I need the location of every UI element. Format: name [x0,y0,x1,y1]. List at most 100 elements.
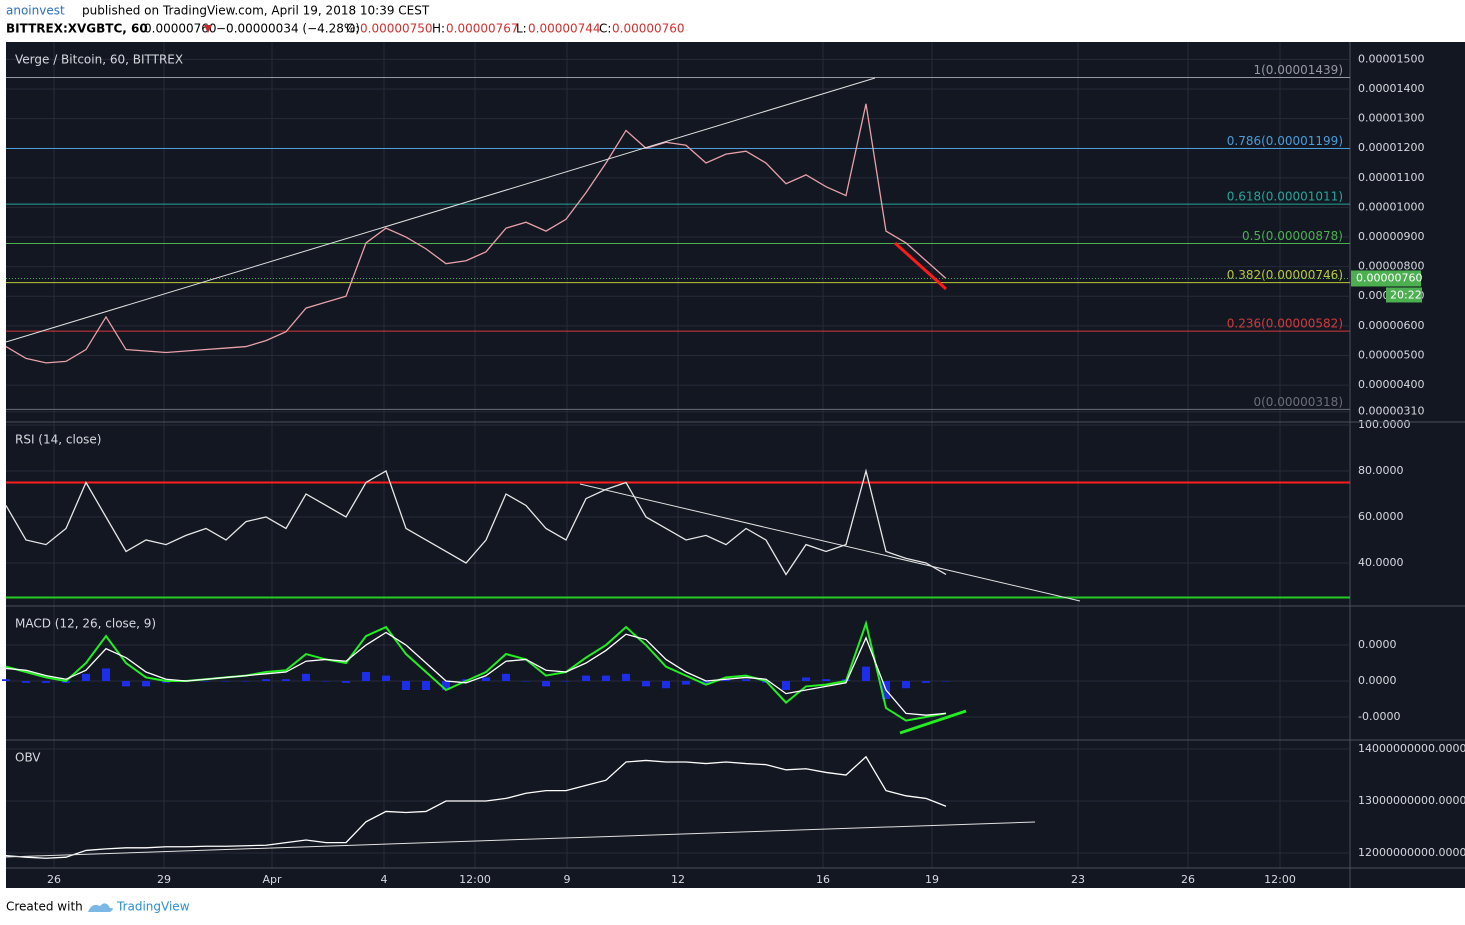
series-line [5,755,947,859]
y-tick-label: 0.00000500 [1358,348,1424,361]
histogram-bar [302,673,310,682]
histogram-bar [102,668,110,682]
open: 0.00000750 [360,22,433,36]
histogram-bar [282,679,290,682]
footer: Created with TradingView [6,900,190,914]
histogram-bar [942,681,950,682]
symbol: BITTREX:XVGBTC, 60 [6,22,148,36]
y-tick-label: 100.0000 [1358,418,1411,431]
histogram-bar [482,677,490,682]
pane-title: OBV [15,751,41,765]
y-tick-label: 0.00000600 [1358,319,1424,332]
histogram-bar [602,675,610,682]
published: published on TradingView.com, April 19, … [82,4,430,18]
histogram-bar [502,673,510,682]
y-tick-label: 40.0000 [1358,556,1404,569]
level-label: 0.786(0.00001199) [1227,134,1343,148]
y-tick-label: -0.0000 [1358,710,1400,723]
y-tick-label: 0.00001000 [1358,200,1424,213]
last: 0.00000760 [144,22,217,36]
histogram-bar [2,679,10,682]
pane-title: RSI (14, close) [15,433,101,447]
level-label: 1(0.00001439) [1253,63,1343,77]
y-tick-label: 0.00001300 [1358,112,1424,125]
series-line [5,468,947,576]
pane-title: MACD (12, 26, close, 9) [15,617,156,631]
histogram-bar [222,681,230,682]
y-tick-label: 13000000000.0000 [1358,794,1465,807]
histogram-bar [922,681,930,683]
histogram-bar [242,681,250,682]
histogram-bar [362,672,370,682]
histogram-bar [622,673,630,682]
y-tick-label: 0.0000 [1358,638,1397,651]
level-label: 0.618(0.00001011) [1227,190,1343,204]
y-tick-label: 0.00001500 [1358,52,1424,65]
histogram-bar [422,681,430,691]
histogram-bar [22,681,30,683]
logo [88,903,113,912]
author[interactable]: anoinvest [6,4,65,18]
histogram-bar [122,681,130,687]
histogram-bar [342,681,350,683]
level-label: 0.5(0.00000878) [1242,229,1343,243]
high: 0.00000767 [446,22,519,36]
y-tick-label: 0.0000 [1358,674,1397,687]
level-label: 0.236(0.00000582) [1227,317,1343,331]
header: anoinvest published on TradingView.com, … [6,4,685,36]
close: 0.00000760 [612,22,685,36]
histogram-bar [42,681,50,683]
histogram-bar [522,681,530,682]
histogram-bar [822,679,830,682]
y-tick-label: 0.00001400 [1358,82,1424,95]
histogram-bar [702,681,710,685]
brand[interactable]: TradingView [116,900,190,914]
trend-line [579,483,1081,602]
x-tick-label: 26 [1181,873,1195,886]
y-tick-label: 0.00000400 [1358,378,1424,391]
histogram-bar [262,679,270,682]
histogram-bar [902,681,910,689]
change: −0.00000034 (−4.28%) [216,22,360,36]
histogram-bar [542,681,550,687]
histogram-bar [402,681,410,691]
histogram-bar [142,681,150,687]
y-tick-label: 0.00000310 [1358,405,1424,418]
x-tick-label: 9 [564,873,571,886]
y-tick-label: 0.00000900 [1358,230,1424,243]
series-line [5,619,947,722]
histogram-bar [722,679,730,682]
y-tick-label: 80.0000 [1358,464,1404,477]
countdown: 20:22 [1390,288,1422,301]
down-icon [204,25,212,33]
x-tick-label: 16 [816,873,830,886]
close-label: C: [599,22,611,36]
y-tick-label: 0.00000800 [1358,260,1424,273]
x-tick-label: 4 [381,873,388,886]
x-tick-label: 29 [157,873,171,886]
footer-text: Created with [6,900,83,914]
open-label: O: [346,22,359,36]
series-line [5,631,947,716]
y-tick-label: 0.00001200 [1358,141,1424,154]
level-label: 0.382(0.00000746) [1227,268,1343,282]
histogram-bar [442,681,450,691]
high-label: H: [432,22,445,36]
x-tick-label: 23 [1071,873,1085,886]
histogram-bar [862,666,870,682]
y-tick-label: 0.00001100 [1358,171,1424,184]
trend-line [5,821,1036,858]
trend-line [899,709,967,735]
histogram-bar [682,681,690,685]
histogram-bar [322,681,330,682]
x-tick-label: 12:00 [1264,873,1296,886]
x-tick-label: 26 [47,873,61,886]
histogram-bar [202,681,210,682]
chart-bg [6,42,1465,888]
low-label: L: [516,22,527,36]
histogram-bar [562,681,570,682]
histogram-bar [662,681,670,689]
x-tick-label: Apr [262,873,282,886]
